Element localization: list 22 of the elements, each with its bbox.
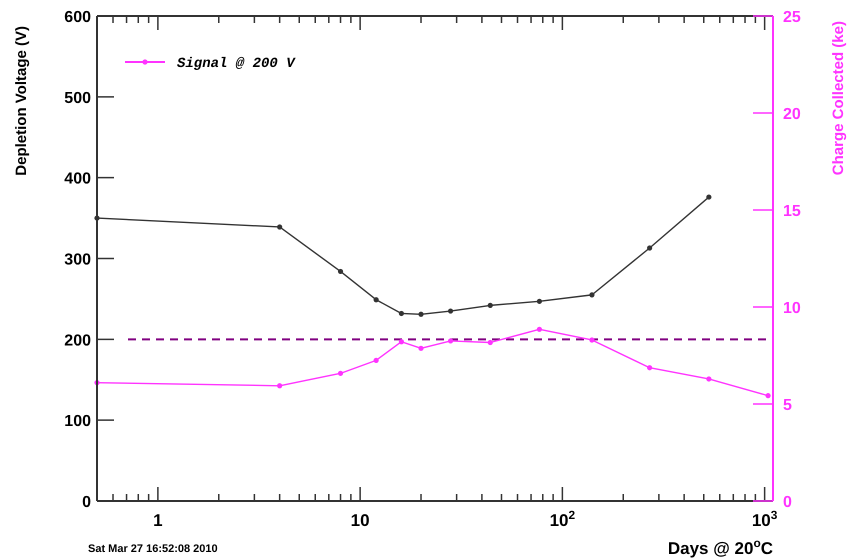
y2-axis-title: Charge Collected (ke) xyxy=(830,21,847,176)
y-tick-label: 600 xyxy=(64,9,92,26)
x-tick-label: 10$^{3}$ xyxy=(752,508,778,530)
y2-tick-label: 20 xyxy=(783,106,801,123)
y2-tick-label: 15 xyxy=(783,203,801,220)
x-tick-label: 1 xyxy=(153,511,163,530)
y-axis-title: Depletion Voltage (V) xyxy=(13,26,30,176)
y-tick-label: 100 xyxy=(64,413,92,430)
y2-tick-label: 25 xyxy=(783,9,801,26)
y-tick-label: 300 xyxy=(64,252,92,268)
y2-tick-label: 5 xyxy=(783,397,792,414)
text: Sat Mar 27 16:52:08 2010 xyxy=(88,543,218,555)
y-tick-label: 0 xyxy=(82,494,92,511)
y-tick-label: 500 xyxy=(64,90,92,107)
x-tick-label: 10$^{2}$ xyxy=(550,508,576,530)
y-tick-label: 200 xyxy=(64,332,92,350)
x-tick-label: 10 xyxy=(350,511,370,530)
x-axis-title: Days @ 20$^{o}$C xyxy=(668,536,773,558)
legend-label: Signal @ 200 V xyxy=(177,56,296,72)
y2-tick-label: 10 xyxy=(783,300,801,317)
y2-tick-label: 0 xyxy=(783,494,792,511)
y-tick-label: 400 xyxy=(64,170,92,188)
